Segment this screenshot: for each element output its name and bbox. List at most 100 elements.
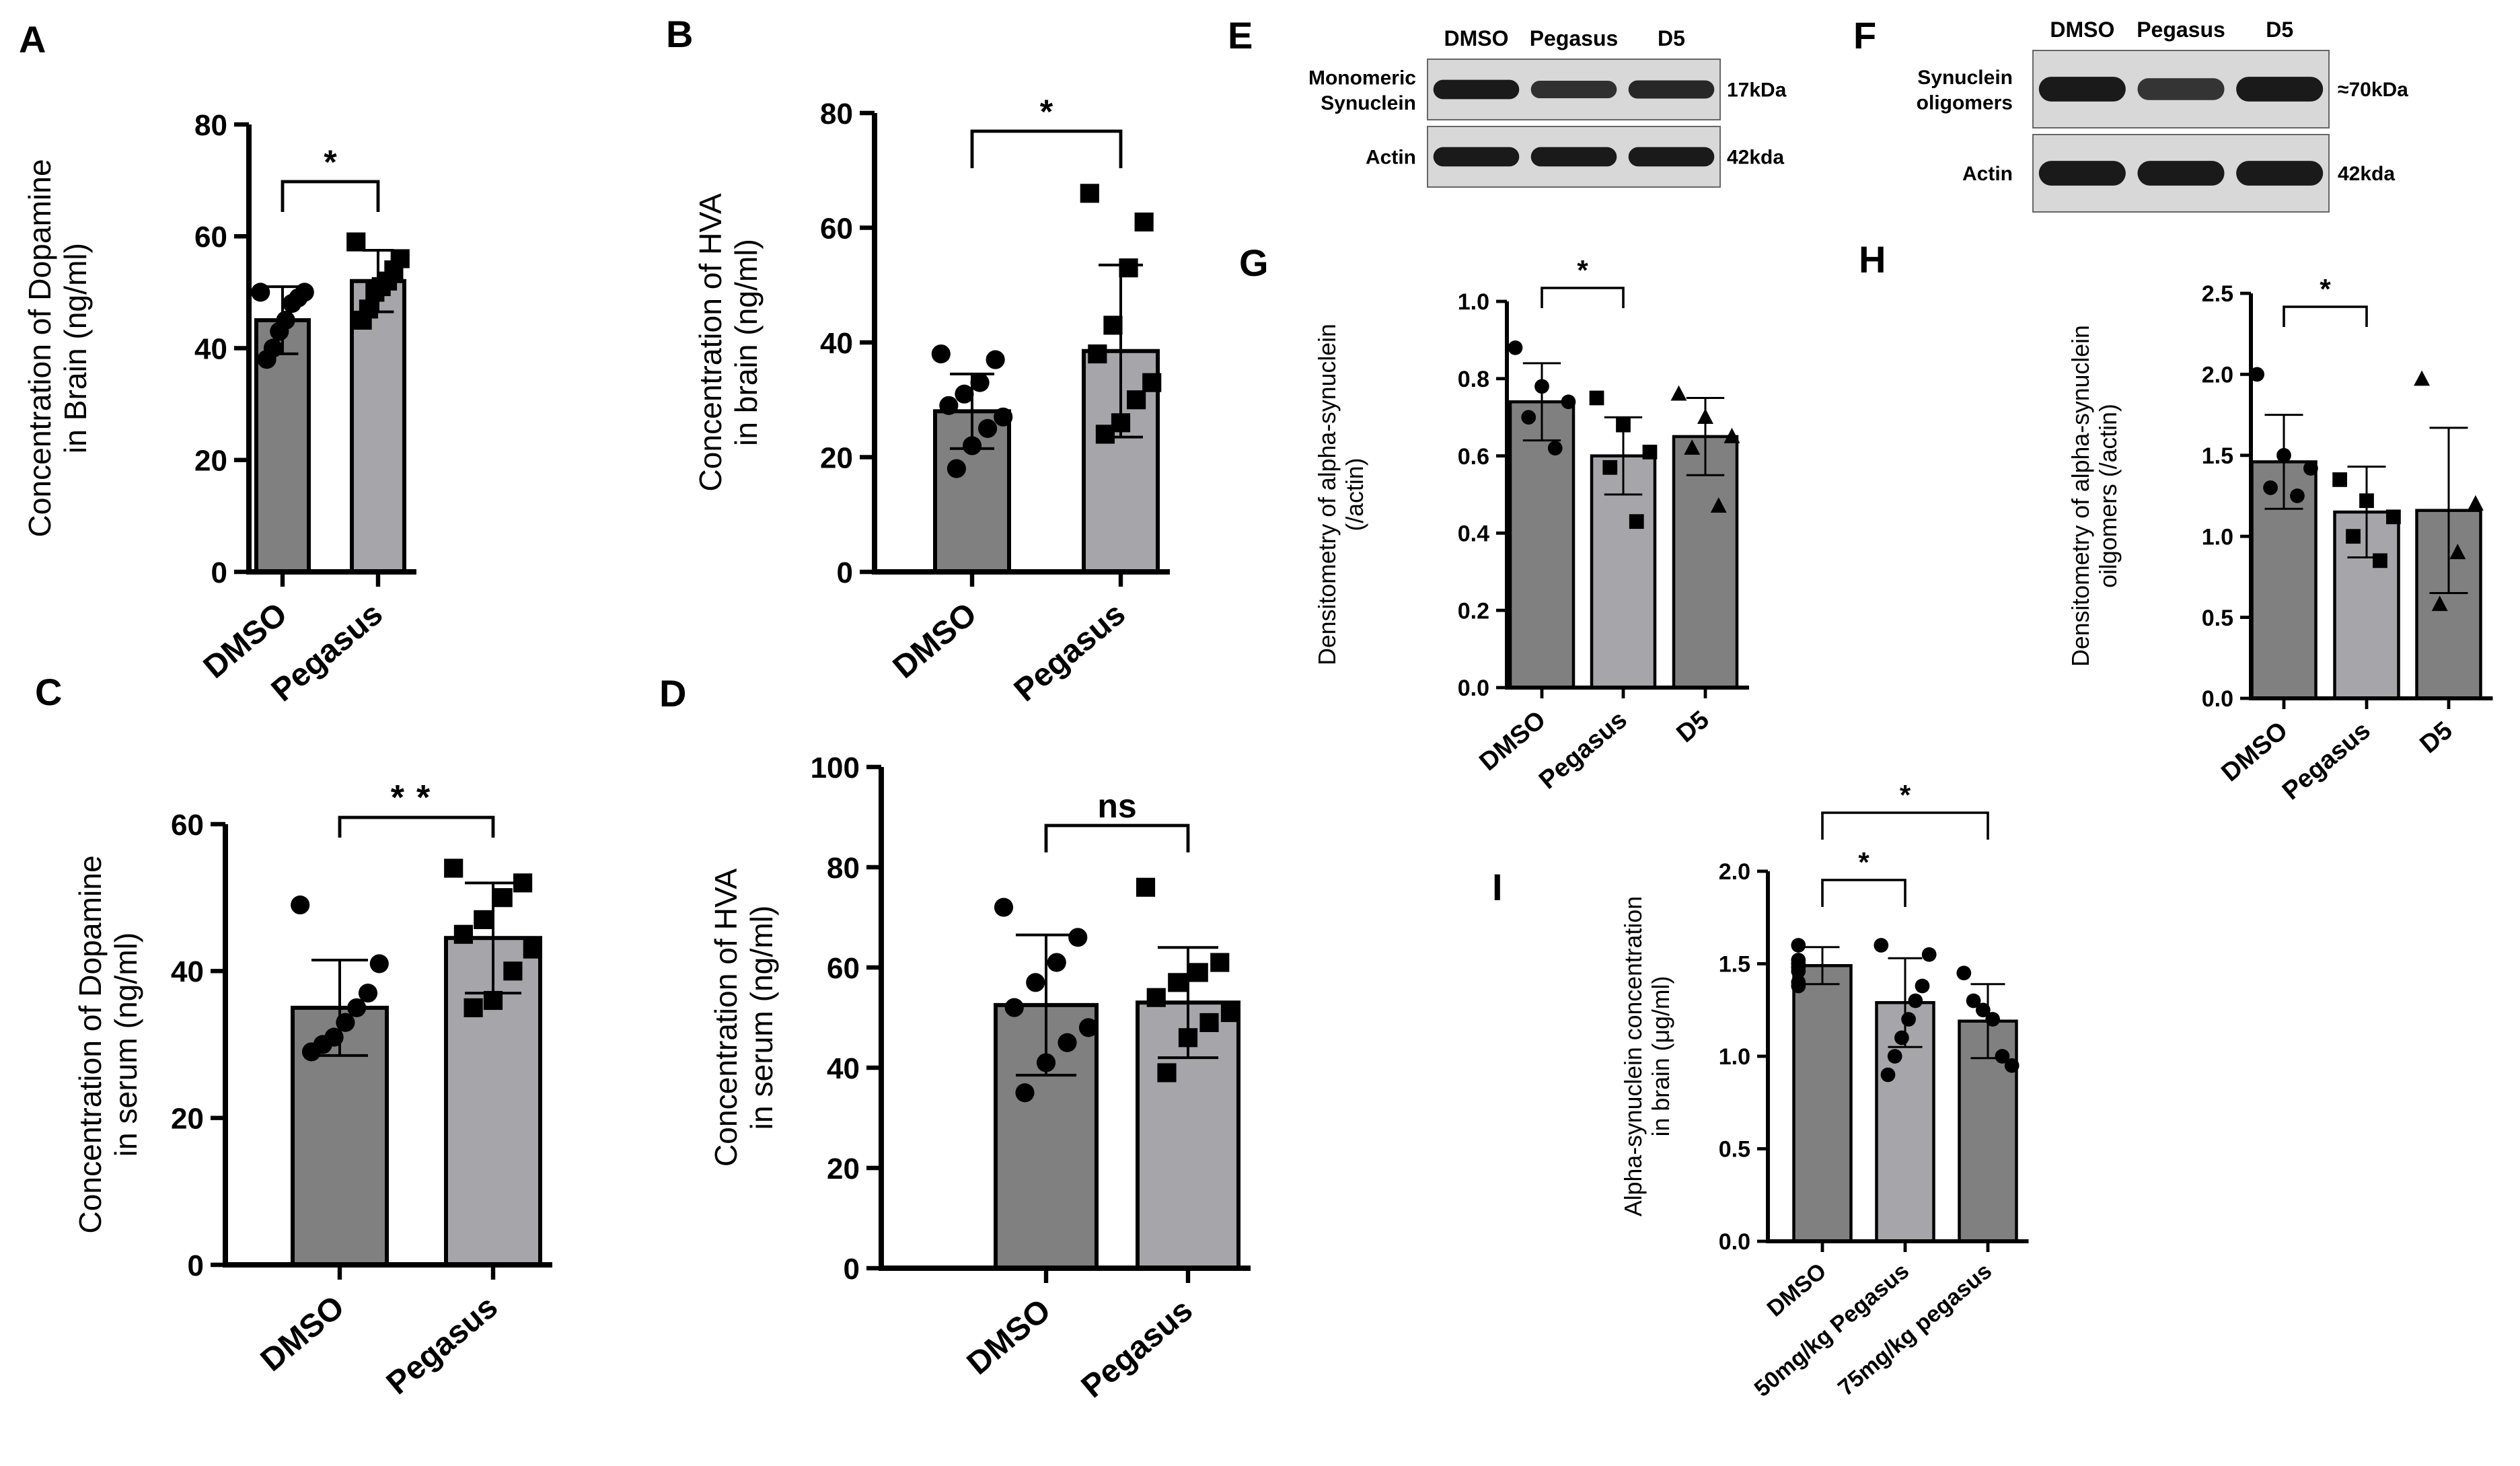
lane-label: D5 xyxy=(2266,17,2293,42)
data-point xyxy=(1015,1083,1035,1103)
data-point xyxy=(2467,494,2484,511)
y-tick-label: 100 xyxy=(811,752,860,784)
western-blots: DMSO Pegasus D5 Monomeric Synuclein 17kDa Acti… xyxy=(1308,17,2408,213)
data-point xyxy=(1985,1012,2001,1027)
panel-letter-i: I xyxy=(1492,866,1503,908)
data-point xyxy=(931,344,951,364)
data-point xyxy=(464,998,483,1017)
data-point xyxy=(1068,928,1088,947)
blot-band xyxy=(1530,81,1617,98)
data-point xyxy=(1534,379,1549,394)
y-axis-title: Concentration of HVAin serum (ng/ml) xyxy=(708,869,779,1167)
data-point xyxy=(1127,390,1146,410)
data-point xyxy=(1901,1012,1916,1027)
y-axis-title: Concentration of Dopaminein Brain (ng/ml… xyxy=(22,159,93,537)
data-point xyxy=(1589,390,1604,406)
lane-label: Pegasus xyxy=(2137,17,2225,42)
blot-band xyxy=(1530,147,1617,167)
data-point xyxy=(347,998,367,1017)
panel-letter-d: D xyxy=(659,672,686,714)
blot-band xyxy=(1433,79,1520,100)
y-axis-title: Concentration of HVAin brain (ng/ml) xyxy=(693,193,764,491)
y-tick-label: 1.0 xyxy=(1719,1044,1750,1070)
data-point xyxy=(1887,1049,1902,1064)
y-tick-label: 80 xyxy=(194,109,227,142)
significance-label: * xyxy=(1577,254,1588,286)
bar-d5 xyxy=(1672,435,1739,690)
significance-bracket: * xyxy=(970,93,1123,168)
data-point xyxy=(2449,544,2466,560)
data-point xyxy=(2332,472,2347,487)
data-point xyxy=(1036,1053,1056,1072)
y-tick-label: 0.5 xyxy=(2202,606,2233,631)
data-point xyxy=(1684,439,1701,455)
y-tick-label: 40 xyxy=(827,1052,860,1085)
y-tick-label: 1.0 xyxy=(2202,524,2233,550)
data-point xyxy=(2359,493,2374,509)
y-tick-label: 0 xyxy=(837,556,853,589)
data-point xyxy=(1080,184,1099,203)
y-tick-label: 0.2 xyxy=(1458,598,1489,624)
data-point xyxy=(1791,938,1806,953)
data-point xyxy=(2346,529,2361,544)
data-point xyxy=(523,939,542,959)
data-point xyxy=(251,283,270,302)
data-point xyxy=(2290,488,2305,503)
data-point xyxy=(1168,973,1187,992)
y-tick-label: 1.5 xyxy=(1719,952,1750,978)
y-tick-label: 2.0 xyxy=(1719,859,1750,885)
data-point xyxy=(1670,385,1687,401)
y-axis-title: Densitometry of alpha-synucleinoilgomers… xyxy=(2067,325,2122,667)
data-point xyxy=(2386,509,2401,525)
lane-label: DMSO xyxy=(2050,17,2114,42)
data-point xyxy=(257,350,276,369)
blot-row-label: Synuclein oligomers xyxy=(1917,67,2013,114)
data-point xyxy=(1616,417,1631,433)
data-point xyxy=(962,436,982,455)
panel-letter-e: E xyxy=(1228,14,1253,57)
data-point xyxy=(1894,1030,1909,1046)
data-point xyxy=(453,924,473,944)
blot-band xyxy=(1433,147,1520,167)
data-point xyxy=(2414,370,2431,386)
data-point xyxy=(1157,1063,1177,1083)
y-tick-label: 80 xyxy=(820,98,853,131)
blot-band xyxy=(1628,147,1715,167)
y-axis-title: Densitometry of alpha-synuclein(/actin) xyxy=(1314,324,1368,665)
data-point xyxy=(1508,340,1523,355)
y-tick-label: 0.6 xyxy=(1458,444,1489,470)
significance-label: * xyxy=(324,143,337,181)
data-point xyxy=(1791,978,1806,994)
data-point xyxy=(1791,963,1806,979)
data-point xyxy=(1547,441,1563,455)
lane-label: Pegasus xyxy=(1530,26,1619,50)
blot-row-label: Actin xyxy=(1962,163,2013,185)
bar-dmso xyxy=(1508,400,1576,690)
data-point xyxy=(1956,965,1972,981)
y-tick-label: 40 xyxy=(194,332,227,365)
data-point xyxy=(1561,394,1576,410)
significance-label: ** xyxy=(391,778,442,817)
data-point xyxy=(336,1013,355,1032)
data-point xyxy=(1915,978,1930,994)
data-point xyxy=(291,895,310,915)
data-point xyxy=(1220,1002,1240,1023)
data-point xyxy=(301,1042,322,1062)
panel-e-blot: DMSO Pegasus D5 Monomeric Synuclein 17kDa Acti… xyxy=(1308,26,1787,188)
y-tick-label: 1.0 xyxy=(1458,289,1489,315)
data-point xyxy=(986,350,1005,369)
data-point xyxy=(1602,460,1618,475)
significance-bracket: * xyxy=(1821,779,1989,840)
significance-label: * xyxy=(1900,779,1911,811)
significance-bracket: * xyxy=(1541,254,1625,308)
data-point xyxy=(2276,447,2291,463)
panel-f-blot: DMSO Pegasus D5 Synuclein oligomers ≈70kDa Act… xyxy=(1917,17,2408,213)
data-point xyxy=(1210,953,1230,972)
y-tick-label: 60 xyxy=(827,952,860,985)
data-point xyxy=(1142,373,1162,392)
data-point xyxy=(1724,427,1740,443)
data-point xyxy=(1697,408,1713,424)
data-point xyxy=(2373,553,2387,569)
y-tick-label: 0 xyxy=(844,1253,860,1286)
